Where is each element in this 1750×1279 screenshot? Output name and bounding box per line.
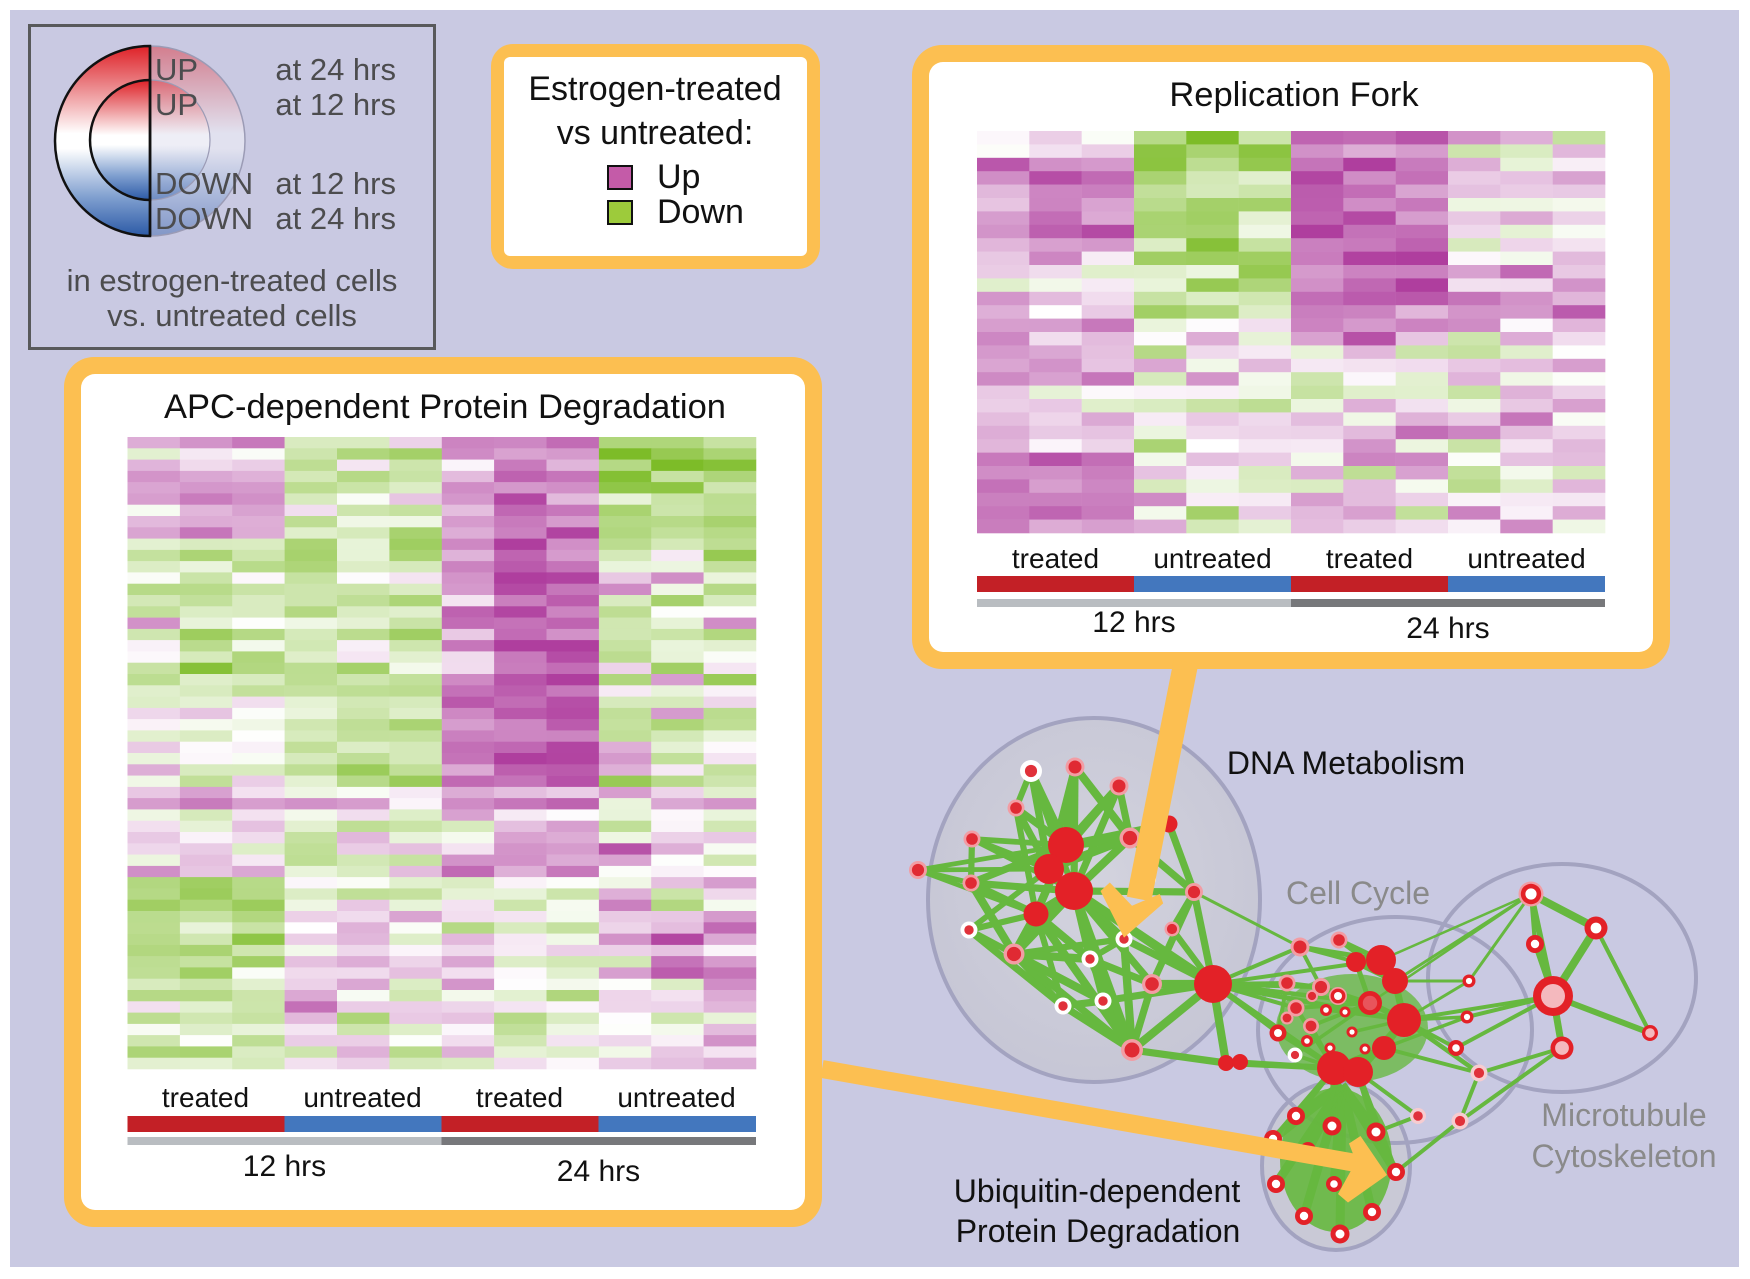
svg-text:DOWN: DOWN — [155, 166, 253, 201]
svg-text:24 hrs: 24 hrs — [557, 1155, 640, 1188]
svg-text:Estrogen-treated: Estrogen-treated — [528, 70, 781, 108]
svg-text:vs untreated:: vs untreated: — [557, 114, 754, 152]
svg-text:Cell Cycle: Cell Cycle — [1286, 875, 1430, 911]
svg-text:Protein Degradation: Protein Degradation — [956, 1213, 1241, 1249]
svg-text:vs. untreated cells: vs. untreated cells — [107, 298, 357, 333]
svg-text:Down: Down — [657, 193, 744, 231]
svg-text:in estrogen-treated cells: in estrogen-treated cells — [67, 263, 398, 298]
svg-text:untreated: untreated — [1467, 543, 1585, 574]
svg-text:12 hrs: 12 hrs — [1092, 606, 1175, 639]
svg-text:untreated: untreated — [303, 1082, 421, 1113]
svg-text:at 24 hrs: at 24 hrs — [275, 52, 396, 87]
svg-text:Microtubule: Microtubule — [1541, 1097, 1706, 1133]
svg-text:treated: treated — [476, 1082, 563, 1113]
svg-text:Up: Up — [657, 158, 700, 196]
svg-text:UP: UP — [155, 52, 198, 87]
svg-text:12 hrs: 12 hrs — [243, 1150, 326, 1183]
svg-text:at 12 hrs: at 12 hrs — [275, 87, 396, 122]
svg-text:DNA Metabolism: DNA Metabolism — [1227, 745, 1465, 781]
svg-text:DOWN: DOWN — [155, 201, 253, 236]
svg-text:at 24 hrs: at 24 hrs — [275, 201, 396, 236]
svg-text:Ubiquitin-dependent: Ubiquitin-dependent — [954, 1173, 1241, 1209]
svg-text:untreated: untreated — [1153, 543, 1271, 574]
svg-text:treated: treated — [162, 1082, 249, 1113]
svg-text:untreated: untreated — [617, 1082, 735, 1113]
svg-text:APC-dependent Protein Degradat: APC-dependent Protein Degradation — [164, 388, 726, 426]
svg-text:Replication Fork: Replication Fork — [1169, 76, 1419, 114]
svg-text:treated: treated — [1326, 543, 1413, 574]
svg-text:UP: UP — [155, 87, 198, 122]
svg-text:at 12 hrs: at 12 hrs — [275, 166, 396, 201]
svg-text:24 hrs: 24 hrs — [1406, 612, 1489, 645]
svg-text:treated: treated — [1012, 543, 1099, 574]
svg-text:Cytoskeleton: Cytoskeleton — [1532, 1138, 1717, 1174]
